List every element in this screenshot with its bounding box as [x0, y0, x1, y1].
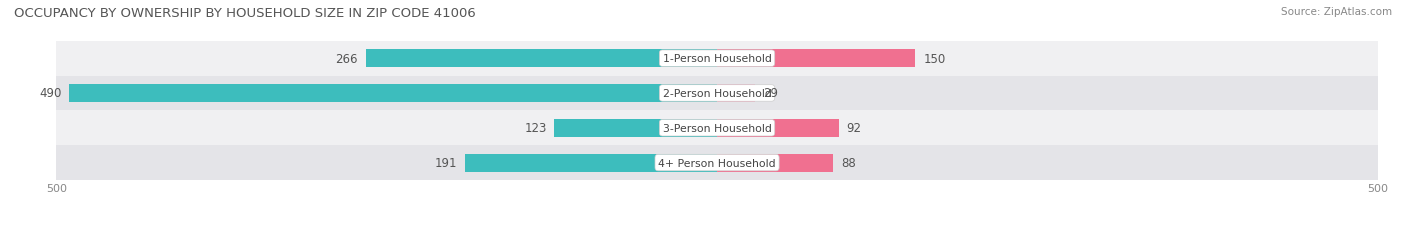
Text: OCCUPANCY BY OWNERSHIP BY HOUSEHOLD SIZE IN ZIP CODE 41006: OCCUPANCY BY OWNERSHIP BY HOUSEHOLD SIZE…	[14, 7, 475, 20]
Bar	[554, 119, 717, 137]
Text: 3-Person Household: 3-Person Household	[662, 123, 772, 133]
Text: 88: 88	[841, 156, 856, 169]
Bar	[464, 154, 717, 172]
Text: 266: 266	[335, 52, 357, 65]
Bar	[717, 85, 755, 103]
Bar	[56, 76, 1378, 111]
Bar	[56, 111, 1378, 146]
Bar	[366, 50, 717, 68]
Text: 191: 191	[434, 156, 457, 169]
Text: 123: 123	[524, 122, 547, 135]
Text: 150: 150	[924, 52, 945, 65]
Bar	[717, 50, 915, 68]
Bar	[56, 42, 1378, 76]
Bar	[56, 146, 1378, 180]
Text: 1-Person Household: 1-Person Household	[662, 54, 772, 64]
Text: 2-Person Household: 2-Person Household	[662, 88, 772, 99]
Text: 490: 490	[39, 87, 62, 100]
Text: 4+ Person Household: 4+ Person Household	[658, 158, 776, 168]
Text: 92: 92	[846, 122, 862, 135]
Bar	[717, 154, 834, 172]
Legend: Owner-occupied, Renter-occupied: Owner-occupied, Renter-occupied	[589, 228, 845, 231]
Bar	[717, 119, 838, 137]
Text: Source: ZipAtlas.com: Source: ZipAtlas.com	[1281, 7, 1392, 17]
Text: 29: 29	[763, 87, 779, 100]
Bar	[69, 85, 717, 103]
